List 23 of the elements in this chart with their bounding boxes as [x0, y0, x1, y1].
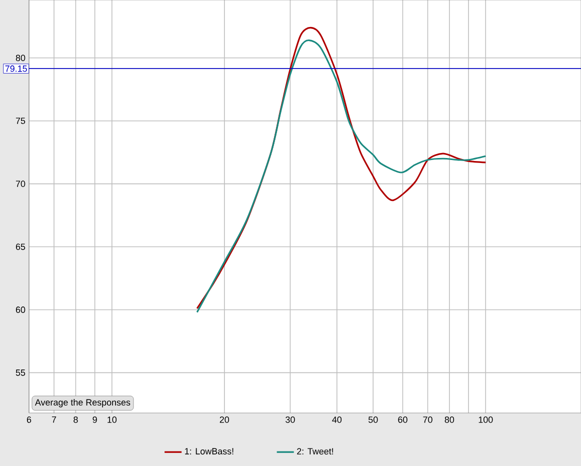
- x-tick-label: 9: [92, 416, 97, 423]
- y-tick-label: 75: [16, 118, 26, 124]
- x-tick-label: 7: [52, 416, 56, 423]
- y-tick-label: 55: [16, 370, 26, 376]
- legend-label: 2: Tweet!: [297, 448, 334, 454]
- y-tick-label: 60: [16, 306, 26, 313]
- x-tick-label: 40: [332, 416, 342, 423]
- ref-line-label: 79.15: [5, 65, 27, 72]
- x-tick-label: 50: [368, 416, 378, 423]
- y-tick-label: 80: [16, 54, 26, 62]
- y-tick-label: 65: [16, 244, 26, 250]
- x-tick-label: 20: [220, 416, 230, 423]
- annotation: Average the Responses: [34, 398, 130, 408]
- x-tick-label: 70: [423, 416, 432, 423]
- x-tick-label: 60: [398, 416, 408, 423]
- y-tick-label: 70: [16, 180, 26, 187]
- legend-label: 1: LowBass!: [185, 448, 234, 454]
- x-tick-label: 6: [26, 416, 32, 423]
- x-tick-label: 80: [444, 416, 454, 423]
- x-tick-label: 8: [74, 416, 78, 423]
- x-tick-label: 30: [286, 416, 295, 423]
- x-tick-label: 10: [108, 416, 117, 423]
- x-tick-label: 100: [478, 416, 493, 423]
